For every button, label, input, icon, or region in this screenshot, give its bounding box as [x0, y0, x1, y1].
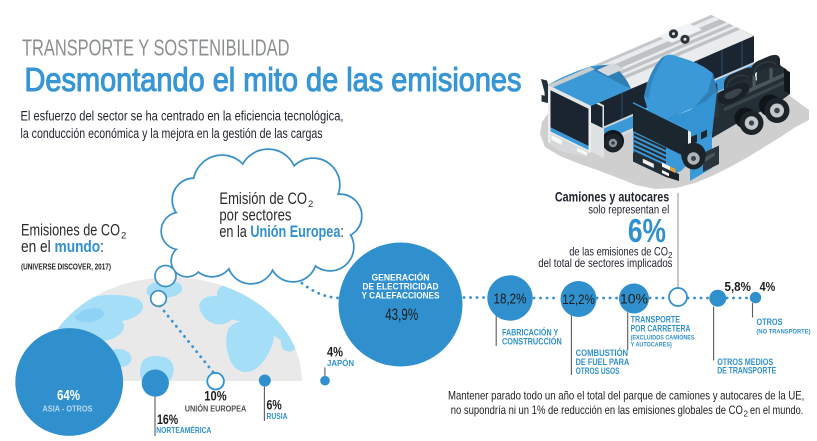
svg-text:CONSTRUCCIÓN: CONSTRUCCIÓN	[502, 335, 562, 346]
svg-text:Y CALEFACCIONES: Y CALEFACCIONES	[362, 291, 440, 301]
svg-text:Y AUTOCARES): Y AUTOCARES)	[631, 342, 672, 349]
svg-text:DE FUEL PARA: DE FUEL PARA	[576, 357, 630, 367]
svg-text:de las emisiones de CO: de las emisiones de CO	[569, 244, 668, 258]
svg-text:TRANSPORTE: TRANSPORTE	[631, 315, 681, 325]
svg-text:JAPÓN: JAPÓN	[327, 357, 354, 368]
svg-text:6%: 6%	[628, 212, 666, 249]
svg-text:Camiones y autocares: Camiones y autocares	[555, 190, 669, 205]
svg-text:2: 2	[744, 410, 749, 419]
svg-text:la conducción económica y la m: la conducción económica y la mejora en l…	[21, 126, 323, 141]
svg-text:2: 2	[668, 251, 673, 260]
svg-text:16%: 16%	[157, 412, 178, 427]
svg-text:10%: 10%	[620, 291, 648, 307]
svg-text:solo representan el: solo representan el	[588, 204, 669, 216]
svg-text:OTROS MEDIOS: OTROS MEDIOS	[717, 357, 773, 367]
svg-text:(UNIVERSE DISCOVER, 2017): (UNIVERSE DISCOVER, 2017)	[21, 263, 111, 272]
svg-text:ASIA - OTROS: ASIA - OTROS	[43, 404, 93, 414]
svg-text:FABRICACIÓN Y: FABRICACIÓN Y	[502, 327, 559, 338]
svg-text:Emisiones de CO: Emisiones de CO	[21, 222, 120, 240]
svg-text:4%: 4%	[760, 279, 776, 294]
svg-text:Desmontando el mito de las emi: Desmontando el mito de las emisiones	[25, 62, 522, 99]
svg-text:5,8%: 5,8%	[725, 279, 752, 294]
svg-text:no supondría ni un 1% de reduc: no supondría ni un 1% de reducción en la…	[451, 403, 743, 417]
svg-text:DE ELECTRICIDAD: DE ELECTRICIDAD	[363, 282, 439, 292]
svg-text:POR CARRETERA: POR CARRETERA	[631, 324, 691, 334]
svg-text:en la Unión Europea:: en la Unión Europea:	[219, 223, 344, 241]
svg-text:2: 2	[121, 231, 126, 242]
svg-text:4%: 4%	[327, 345, 343, 360]
svg-text:6%: 6%	[267, 397, 282, 412]
svg-text:por sectores: por sectores	[219, 206, 291, 224]
svg-text:OTROS: OTROS	[757, 317, 783, 327]
svg-text:en el mundo:: en el mundo:	[21, 238, 104, 256]
svg-text:NORTEAMÉRICA: NORTEAMÉRICA	[156, 425, 211, 435]
svg-text:10%: 10%	[204, 388, 227, 404]
svg-text:TRANSPORTE Y SOSTENIBILIDAD: TRANSPORTE Y SOSTENIBILIDAD	[22, 35, 290, 61]
svg-text:64%: 64%	[57, 388, 80, 404]
svg-text:(EXCLUIDOS CAMIONES: (EXCLUIDOS CAMIONES	[631, 335, 695, 342]
svg-text:12,2%: 12,2%	[562, 291, 595, 307]
svg-text:OTROS USOS: OTROS USOS	[576, 366, 620, 376]
svg-text:El esfuerzo del sector se ha c: El esfuerzo del sector se ha centrado en…	[21, 109, 344, 124]
svg-text:43,9%: 43,9%	[385, 306, 418, 324]
svg-text:COMBUSTIÓN: COMBUSTIÓN	[576, 347, 629, 358]
svg-text:GENERACIÓN: GENERACIÓN	[372, 271, 430, 282]
svg-text:18,2%: 18,2%	[494, 291, 527, 308]
svg-text:UNIÓN EUROPEA: UNIÓN EUROPEA	[185, 403, 246, 414]
svg-text:del total de sectores implicad: del total de sectores implicados	[538, 256, 672, 270]
svg-text:(NO TRANSPORTE): (NO TRANSPORTE)	[757, 329, 811, 336]
svg-text:Emisión de CO: Emisión de CO	[219, 190, 307, 208]
svg-text:RUSIA: RUSIA	[267, 411, 288, 421]
svg-text:2: 2	[308, 199, 313, 210]
svg-text:DE TRANSPORTE: DE TRANSPORTE	[717, 366, 776, 376]
svg-text:Mantener parado todo un año el: Mantener parado todo un año el total del…	[448, 389, 804, 403]
svg-text:en el mundo.: en el mundo.	[750, 403, 803, 417]
